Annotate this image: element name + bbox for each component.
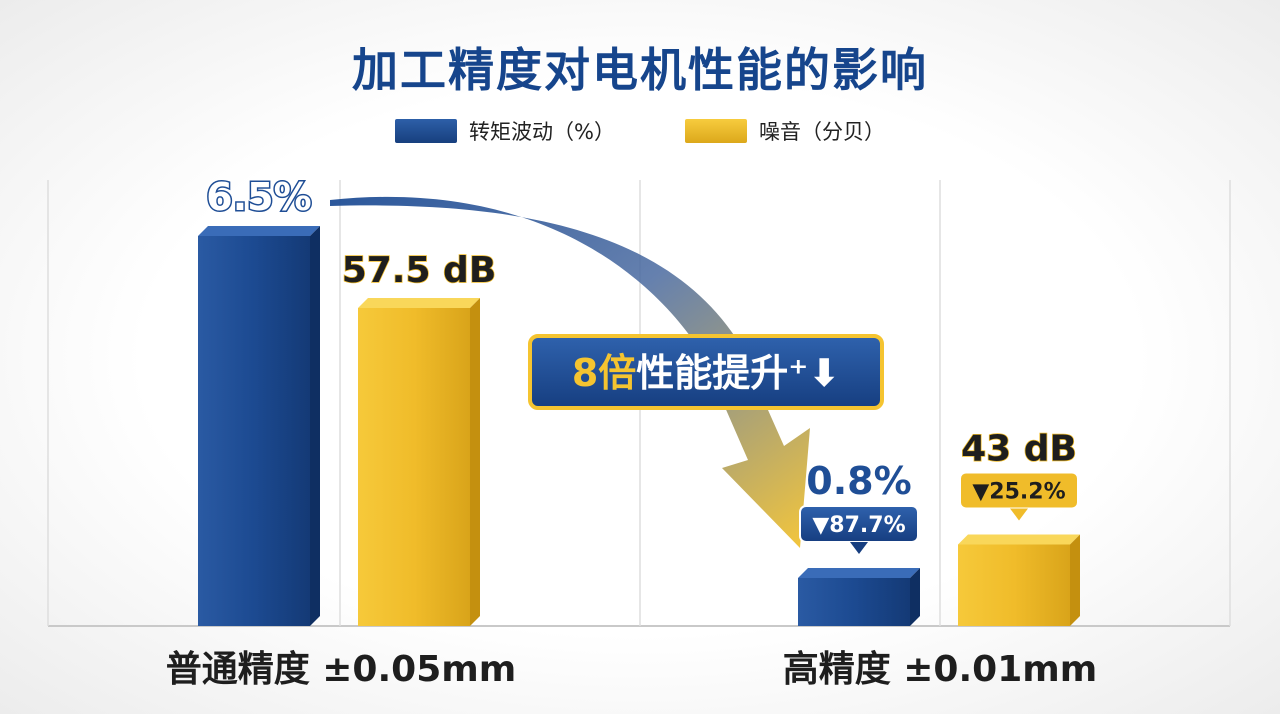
value-label-noise: 43 dB xyxy=(961,428,1077,469)
bar-torque-0 xyxy=(198,226,320,626)
callout-text: 8倍性能提升⁺⬇ xyxy=(572,351,840,395)
bar-side xyxy=(910,568,920,626)
bars xyxy=(198,226,1080,626)
callout-number: 8倍 xyxy=(572,351,636,395)
change-label: ▼87.7% xyxy=(812,513,905,538)
legend-label-noise: 噪音（分贝） xyxy=(758,120,885,144)
bar-top xyxy=(798,568,920,578)
legend-label-torque: 转矩波动（%） xyxy=(469,120,615,144)
bar-noise-1 xyxy=(958,534,1080,626)
legend: 转矩波动（%） 噪音（分贝） xyxy=(0,116,1280,146)
bar-top xyxy=(958,534,1080,545)
bar-front xyxy=(198,236,310,626)
change-badge-torque: ▼87.7% xyxy=(799,505,919,554)
bar-side xyxy=(310,226,320,626)
badge-pointer xyxy=(850,542,868,554)
change-label: ▼25.2% xyxy=(972,479,1065,504)
bar-top xyxy=(198,226,320,236)
change-badge-noise: ▼25.2% xyxy=(959,471,1079,521)
value-label-torque: 0.8% xyxy=(806,459,911,503)
bar-torque-1 xyxy=(798,568,920,626)
legend-swatch-blue xyxy=(395,119,458,143)
bar-front xyxy=(958,544,1070,626)
callout-frame xyxy=(528,334,884,410)
bar-top xyxy=(358,298,480,308)
badge-pointer xyxy=(1010,508,1028,521)
legend-item-noise: 噪音（分贝） xyxy=(684,116,885,146)
bar-noise-0 xyxy=(358,298,480,626)
legend-swatch-gold xyxy=(684,119,747,143)
callout-words: 性能提升⁺⬇ xyxy=(636,351,840,395)
bar-front xyxy=(358,308,470,626)
bar-side xyxy=(1070,534,1080,626)
x-label-high: 高精度 ±0.01mm xyxy=(782,649,1098,690)
legend-item-torque: 转矩波动（%） xyxy=(395,116,615,146)
value-label-noise: 57.5 dB xyxy=(342,250,497,291)
callout-box: 8倍性能提升⁺⬇ xyxy=(528,334,884,410)
chart-title: 加工精度对电机性能的影响 xyxy=(352,43,928,97)
x-label-standard: 普通精度 ±0.05mm xyxy=(165,649,517,690)
value-label-torque: 6.5% xyxy=(206,175,311,219)
improvement-callout: 8倍性能提升⁺⬇ xyxy=(528,334,884,410)
bar-side xyxy=(470,298,480,626)
bar-front xyxy=(798,578,910,626)
value-labels: 6.5% 57.5 dB ▼87.7% 0.8% ▼25.2% 43 dB xyxy=(205,174,1079,554)
